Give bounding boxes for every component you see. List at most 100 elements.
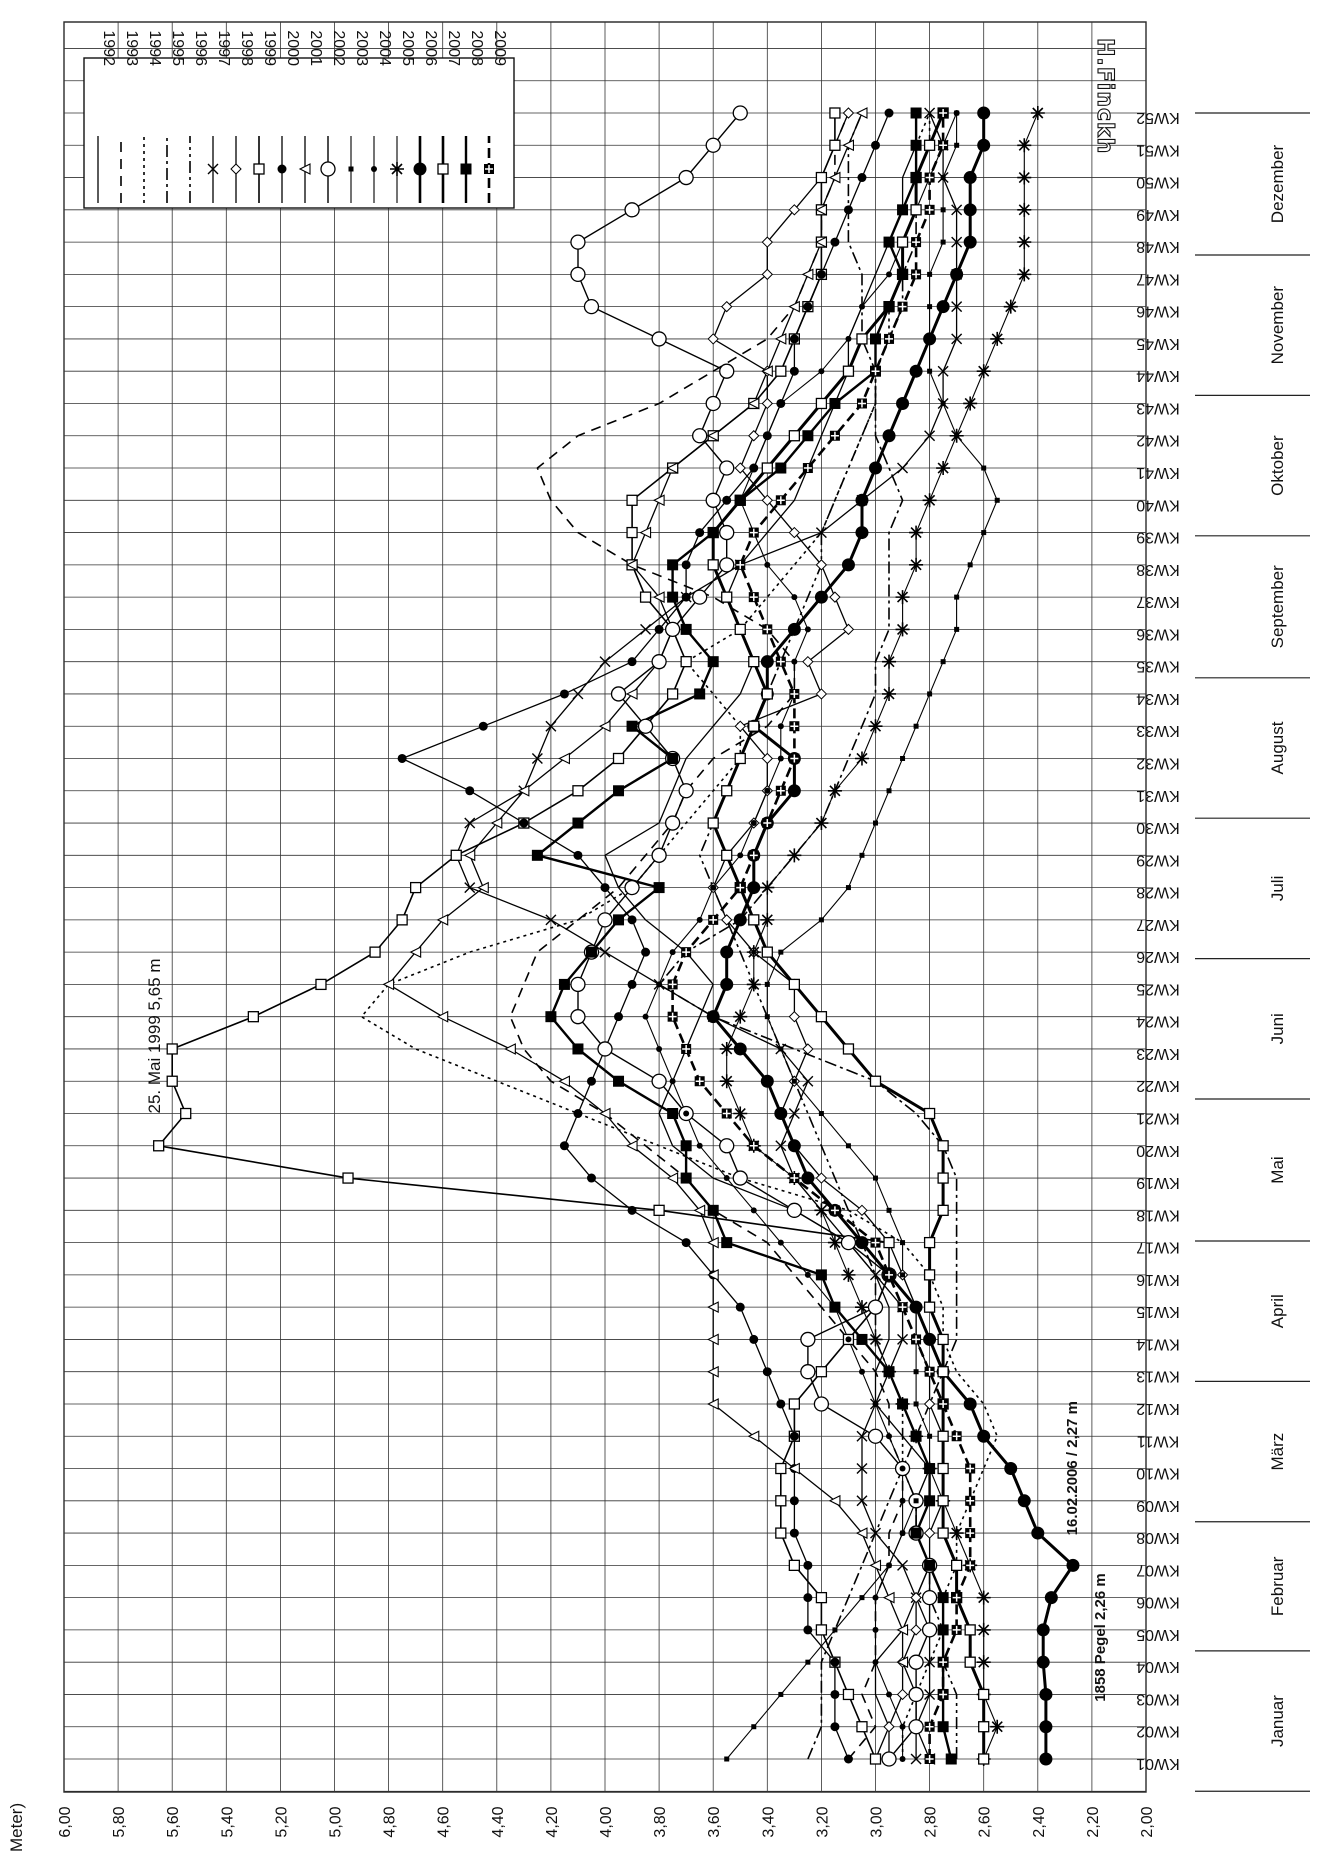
marker-x xyxy=(951,204,963,216)
data-point-2007 xyxy=(788,978,800,991)
data-point-1997 xyxy=(856,1463,868,1475)
data-point-1999 xyxy=(342,1172,354,1184)
month-label: November xyxy=(1268,286,1287,365)
marker-cross-line xyxy=(912,1335,921,1344)
data-point-2004 xyxy=(764,561,771,568)
legend-marker xyxy=(484,164,494,174)
data-point-1999 xyxy=(788,1559,800,1572)
legend-label: 2002 xyxy=(330,30,347,66)
data-point-2002 xyxy=(597,1041,613,1057)
data-point-2006 xyxy=(936,300,950,314)
data-point-2009 xyxy=(924,1366,935,1377)
data-point-2002 xyxy=(813,1396,830,1412)
data-point-2006 xyxy=(1036,1623,1050,1637)
data-point-2007 xyxy=(748,656,760,668)
data-point-2008 xyxy=(883,301,895,313)
marker-star xyxy=(895,590,910,605)
marker-cross-line xyxy=(709,915,718,924)
legend-marker xyxy=(413,162,427,176)
legend-marker xyxy=(371,166,377,172)
data-point-2000 xyxy=(776,1399,786,1409)
marker-star xyxy=(760,880,775,895)
data-point-2005 xyxy=(949,1526,964,1541)
marker-star xyxy=(1017,202,1032,217)
data-point-2004 xyxy=(750,465,757,472)
data-point-2001 xyxy=(558,1075,570,1088)
week-label: KW01 xyxy=(1136,1755,1180,1772)
data-point-2004 xyxy=(710,884,717,891)
data-point-2003 xyxy=(845,1143,851,1149)
data-point-2003 xyxy=(913,1401,919,1407)
data-point-2002 xyxy=(570,234,586,250)
data-point-1999 xyxy=(369,946,381,958)
data-point-2002 xyxy=(705,492,721,508)
data-point-1998 xyxy=(707,333,719,345)
annotation-flood-1999: 25. Mai 1999 5,65 m xyxy=(145,959,164,1114)
month-label: April xyxy=(1268,1294,1287,1328)
data-point-1997 xyxy=(951,333,963,345)
legend-item-1993: 1993 xyxy=(120,30,140,203)
marker-star xyxy=(909,557,924,572)
marker-x xyxy=(897,1333,909,1345)
data-point-2000 xyxy=(816,269,826,279)
data-point-2001 xyxy=(855,107,868,119)
data-point-2003 xyxy=(927,368,933,374)
data-point-1997 xyxy=(464,882,476,894)
month-label: August xyxy=(1268,721,1287,774)
value-tick-label: 2,40 xyxy=(1031,1806,1048,1837)
data-point-2006 xyxy=(963,1397,977,1411)
data-point-2008 xyxy=(707,1204,719,1216)
week-label: KW11 xyxy=(1137,1432,1179,1449)
week-label: KW34 xyxy=(1136,690,1180,707)
marker-cross-line xyxy=(912,270,921,279)
marker-x xyxy=(545,914,557,926)
series-line-2008 xyxy=(536,113,953,1760)
series-line-2004 xyxy=(645,112,958,1759)
data-point-2005 xyxy=(963,396,978,411)
chart-series-lines xyxy=(157,112,1075,1760)
value-tick-label: 3,00 xyxy=(869,1806,886,1837)
data-point-2004 xyxy=(764,432,771,439)
data-point-2009 xyxy=(911,269,922,280)
data-point-2001 xyxy=(706,1398,719,1410)
data-point-2009 xyxy=(856,398,867,409)
data-point-2003 xyxy=(832,1627,838,1633)
legend-item-1998: 1998 xyxy=(230,30,255,203)
data-point-2007 xyxy=(923,1301,936,1313)
value-tick-label: 5,20 xyxy=(273,1806,290,1837)
data-point-2004 xyxy=(777,755,784,762)
data-point-2002 xyxy=(624,879,640,896)
marker-x xyxy=(924,1656,936,1668)
data-point-2001 xyxy=(666,462,679,474)
data-point-2008 xyxy=(829,397,841,409)
data-point-2009 xyxy=(911,237,922,248)
data-point-2001 xyxy=(652,494,665,507)
month-label: Januar xyxy=(1268,1695,1287,1747)
data-point-2006 xyxy=(1004,1462,1018,1476)
data-point-1997 xyxy=(897,1333,909,1345)
series-line-2007 xyxy=(711,112,986,1759)
data-point-2006 xyxy=(909,364,923,378)
legend-label: 2008 xyxy=(468,30,485,66)
data-point-2009 xyxy=(938,140,949,151)
data-point-2007 xyxy=(937,1462,949,1475)
marker-x xyxy=(815,527,827,539)
week-label: KW46 xyxy=(1136,303,1180,320)
data-point-1999 xyxy=(153,1140,165,1152)
data-point-1998 xyxy=(883,1721,895,1733)
data-point-2008 xyxy=(680,623,692,635)
week-label: KW32 xyxy=(1136,754,1180,771)
data-point-2000 xyxy=(600,883,610,893)
data-point-2000 xyxy=(803,1625,813,1635)
marker-star xyxy=(949,428,964,443)
marker-cross-line xyxy=(830,1206,839,1215)
value-tick-label: 5,00 xyxy=(328,1806,345,1837)
data-point-2004 xyxy=(872,1659,879,1666)
data-point-2009 xyxy=(829,430,840,441)
data-point-2005 xyxy=(990,331,1005,346)
data-point-1997 xyxy=(937,365,949,377)
week-label: KW47 xyxy=(1136,270,1180,287)
data-point-1998 xyxy=(761,397,774,410)
data-point-2001 xyxy=(842,139,854,152)
legend-item-1996: 1996 xyxy=(189,30,209,203)
